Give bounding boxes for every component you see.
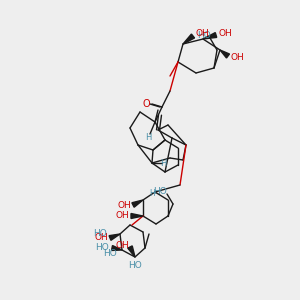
Polygon shape: [109, 234, 120, 240]
Text: OH: OH: [117, 200, 131, 209]
Polygon shape: [203, 33, 217, 39]
Text: OH: OH: [230, 52, 244, 62]
Text: HO: HO: [103, 248, 117, 257]
Text: OH: OH: [94, 233, 108, 242]
Polygon shape: [220, 50, 230, 58]
Text: O: O: [142, 99, 150, 109]
Text: HO: HO: [197, 31, 211, 40]
Text: H: H: [149, 188, 155, 197]
Polygon shape: [112, 245, 122, 250]
Text: H: H: [160, 158, 166, 167]
Text: HO: HO: [95, 244, 109, 253]
Text: HO: HO: [153, 188, 167, 196]
Polygon shape: [131, 214, 143, 218]
Text: H: H: [145, 134, 151, 142]
Text: HO: HO: [93, 230, 107, 238]
Text: HO: HO: [128, 260, 142, 269]
Polygon shape: [132, 200, 143, 207]
Text: OH: OH: [115, 241, 129, 250]
Text: OH: OH: [218, 29, 232, 38]
Text: OH: OH: [195, 29, 209, 38]
Polygon shape: [128, 246, 135, 257]
Polygon shape: [183, 34, 195, 44]
Text: OH: OH: [115, 212, 129, 220]
